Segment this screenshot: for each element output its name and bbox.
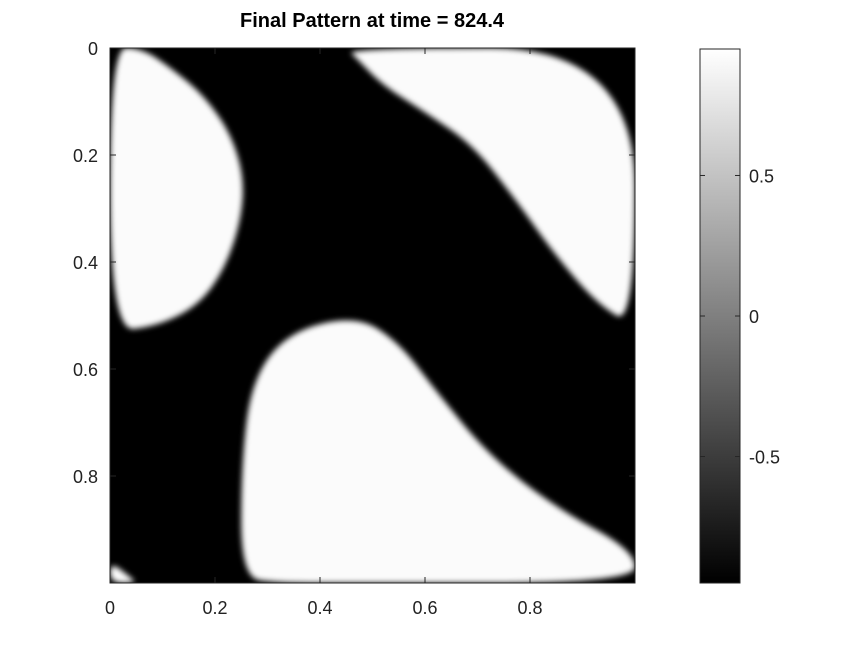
heatmap-regions — [110, 48, 635, 583]
chart-title: Final Pattern at time = 824.4 — [240, 10, 505, 32]
x-tick-label: 0.2 — [202, 598, 227, 618]
white-region-3 — [241, 320, 635, 583]
x-tick-label: 0.8 — [517, 598, 542, 618]
x-tick-label: 0.4 — [307, 598, 332, 618]
colorbar-tick-label: 0.5 — [749, 166, 774, 186]
y-tick-label: 0.2 — [73, 146, 98, 166]
white-region-2 — [351, 48, 635, 317]
y-axis: 0 0.2 0.4 0.6 0.8 — [73, 39, 635, 487]
colorbar-tick-label: -0.5 — [749, 448, 780, 468]
y-tick-label: 0.6 — [73, 360, 98, 380]
x-tick-label: 0 — [105, 598, 115, 618]
colorbar-tick-label: 0 — [749, 307, 759, 327]
heatmap-plot — [109, 47, 636, 584]
x-axis: 0 0.2 0.4 0.6 0.8 — [105, 48, 543, 618]
colorbar-gradient — [700, 49, 740, 583]
y-tick-label: 0 — [88, 39, 98, 59]
plot-frame — [109, 47, 636, 584]
y-tick-label: 0.4 — [73, 253, 98, 273]
y-tick-label: 0.8 — [73, 467, 98, 487]
white-region-1 — [110, 48, 243, 329]
colorbar: 0.5 0 -0.5 — [699, 48, 780, 584]
white-region-4 — [110, 566, 135, 583]
x-tick-label: 0.6 — [412, 598, 437, 618]
colorbar-ticks: 0.5 0 -0.5 — [700, 166, 780, 468]
